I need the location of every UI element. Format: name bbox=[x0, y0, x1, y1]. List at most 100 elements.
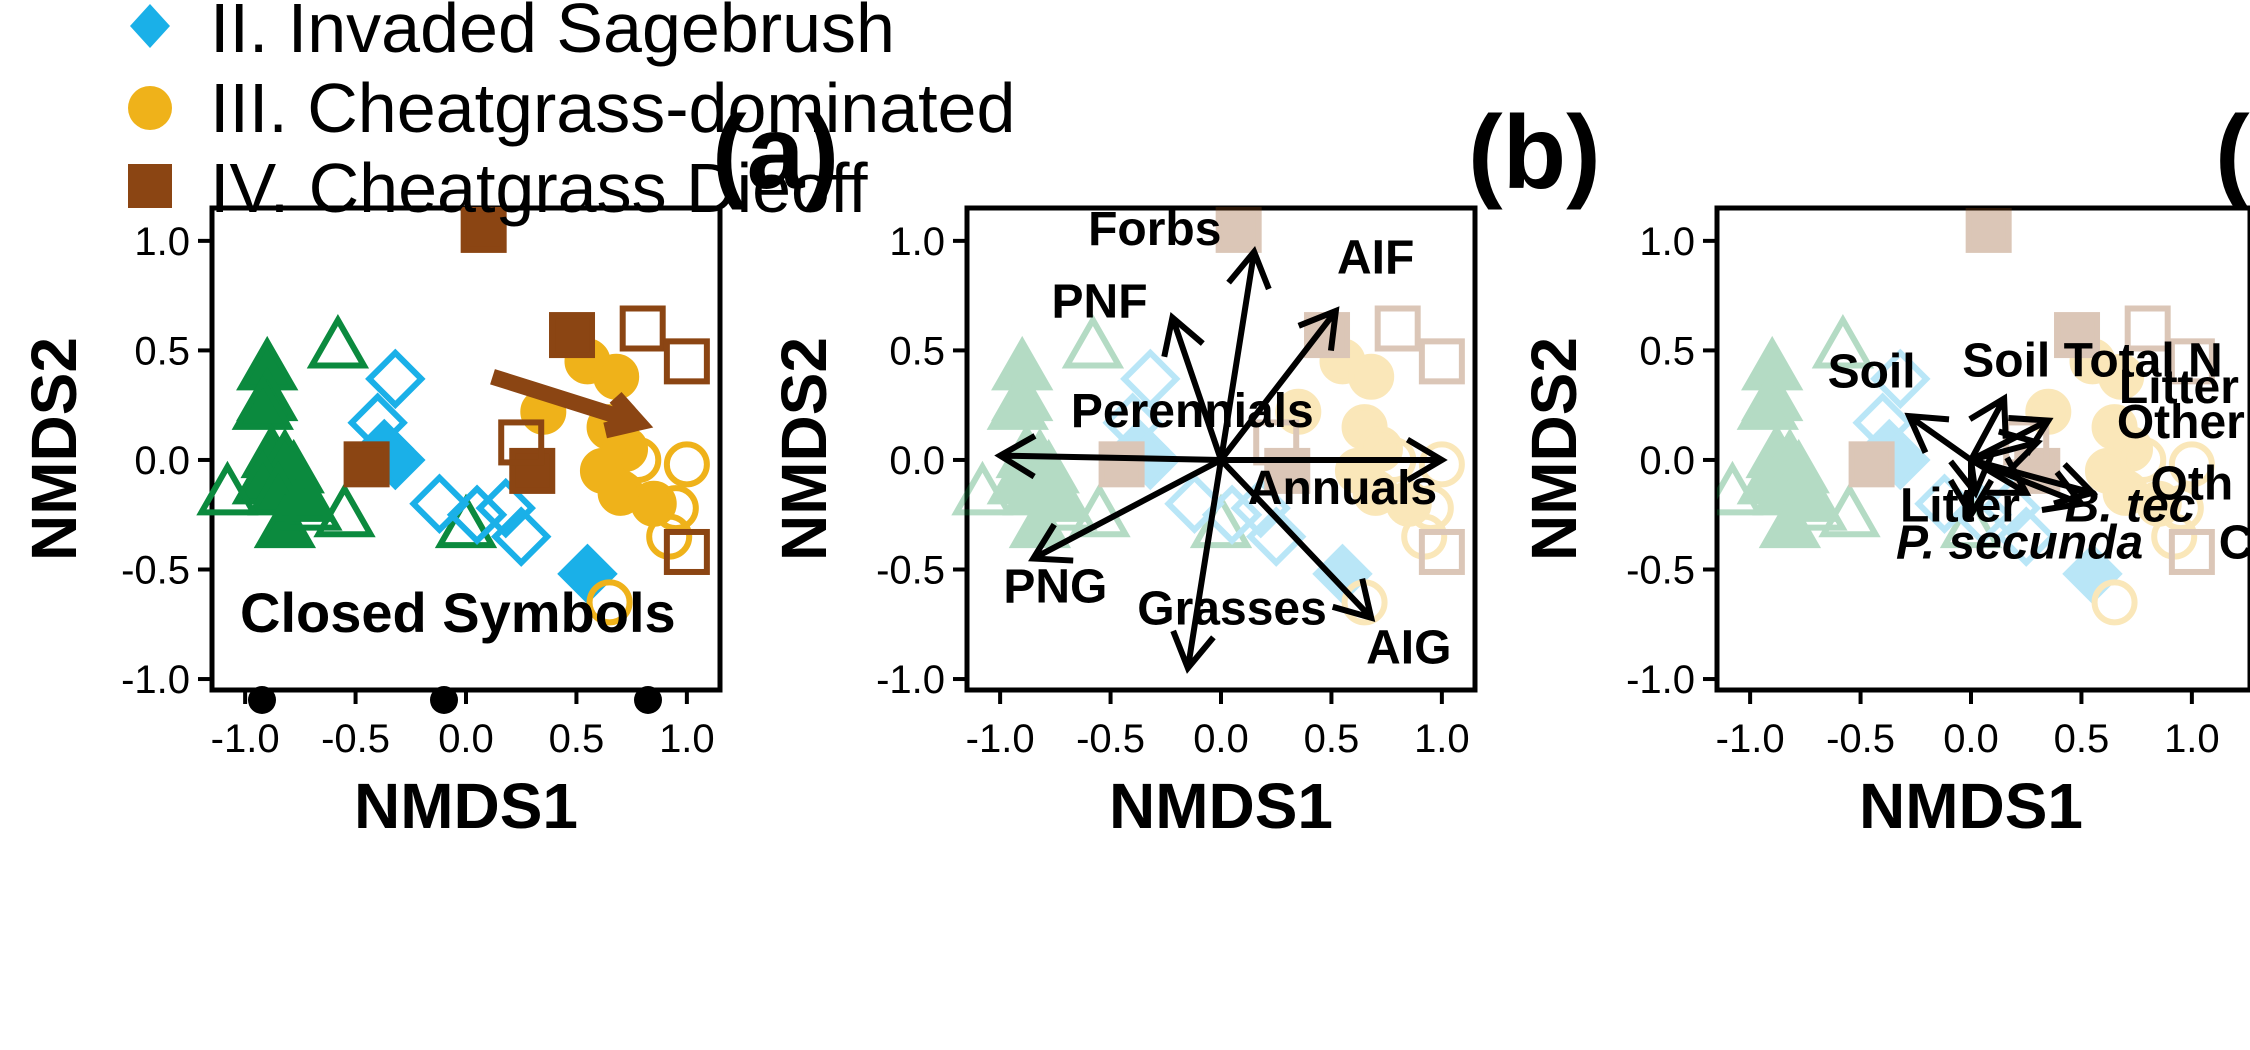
x-tick-label: -0.5 bbox=[321, 717, 390, 761]
data-point-blue bbox=[1230, 477, 1292, 539]
data-point-gold bbox=[1401, 513, 1448, 560]
x-axis-title-a: NMDS1 bbox=[354, 770, 578, 842]
x-tick-label: -0.5 bbox=[1076, 717, 1145, 761]
y-tick-label: 1.0 bbox=[134, 220, 190, 264]
ticks-b: -1.0 -1.0 -0.5 -0.5 0.0 0.0 0.5 0.5 1.0 1.0 bbox=[876, 220, 1470, 761]
y-tick-label: 1.0 bbox=[889, 220, 945, 264]
y-tick-label: -1.0 bbox=[1626, 658, 1695, 702]
vector-label: AIF bbox=[1337, 232, 1414, 285]
data-point-green bbox=[1741, 335, 1804, 391]
vector-label: P. secunda bbox=[1896, 517, 2143, 570]
vector-label: Grasses bbox=[1137, 582, 1327, 635]
data-point-gold bbox=[2157, 485, 2204, 532]
data-point-green bbox=[434, 493, 498, 549]
data-point-brown bbox=[2168, 338, 2215, 385]
x-tick-label: -1.0 bbox=[1716, 717, 1785, 761]
data-point-gold bbox=[1352, 469, 1399, 516]
y-axis-title-b: NMDS2 bbox=[768, 337, 840, 561]
diamond-icon bbox=[130, 4, 170, 48]
data-point-gold bbox=[2091, 579, 2138, 626]
x-axis-title-b: NMDS1 bbox=[1109, 770, 1333, 842]
closed-symbols-note: Closed Symbols bbox=[240, 581, 676, 644]
data-point-green bbox=[253, 493, 317, 549]
y-tick-label: -1.0 bbox=[876, 658, 945, 702]
data-point-gold bbox=[593, 353, 640, 400]
ticks-a: -1.0 -1.0 -0.5 -0.5 0.0 0.0 0.5 0.5 1.0 1.0 bbox=[121, 220, 715, 761]
data-point-blue bbox=[409, 473, 470, 535]
data-point-brown bbox=[619, 305, 666, 352]
data-point-gold bbox=[2107, 426, 2154, 472]
data-point-gold bbox=[2168, 441, 2215, 488]
legend-key-circle-partial bbox=[248, 686, 276, 714]
data-point-gold bbox=[1275, 388, 1322, 435]
legend-label: II. Invaded Sagebrush bbox=[210, 0, 895, 67]
data-point-brown bbox=[498, 419, 545, 466]
data-point-gold bbox=[2091, 404, 2138, 451]
data-point-blue bbox=[365, 348, 426, 410]
data-point-green bbox=[306, 313, 370, 369]
x-tick-label: 1.0 bbox=[659, 717, 715, 761]
data-point-green bbox=[1767, 438, 1830, 494]
data-point-green bbox=[1002, 460, 1065, 516]
vector-label: B. tec bbox=[2065, 479, 2196, 532]
x-tick-label: 0.0 bbox=[1943, 717, 1999, 761]
vector-label: C bbox=[2219, 517, 2250, 570]
data-point-gold bbox=[1348, 353, 1395, 400]
data-point-brown bbox=[2124, 305, 2171, 352]
y-tick-label: 0.5 bbox=[889, 329, 945, 373]
data-point-green bbox=[986, 449, 1049, 505]
vector-label: Litter bbox=[1900, 479, 2020, 532]
data-point-blue bbox=[1164, 473, 1225, 535]
legend-item-cheatgrass-dominated: III. Cheatgrass-dominated bbox=[128, 69, 1015, 147]
data-point-blue bbox=[1102, 392, 1163, 453]
vector-arrow bbox=[1170, 459, 1224, 674]
vector-arrow bbox=[1968, 393, 2009, 462]
data-point-gold bbox=[615, 436, 662, 483]
panel-a: -1.0 -1.0 -0.5 -0.5 0.0 0.0 0.5 0.5 1.0 1.0 NMDS1… bbox=[18, 95, 839, 842]
data-point-blue bbox=[1980, 477, 2042, 539]
plot-frame-c bbox=[1714, 205, 2250, 693]
data-point-blue bbox=[1245, 506, 1307, 567]
legend-item-invaded-sagebrush: II. Invaded Sagebrush bbox=[130, 0, 895, 67]
data-point-green bbox=[991, 335, 1054, 391]
trajectory-arrow bbox=[490, 369, 654, 439]
data-point-blue bbox=[490, 506, 552, 567]
x-tick-label: -1.0 bbox=[211, 717, 280, 761]
data-point-brown bbox=[1098, 441, 1145, 488]
data-point-brown bbox=[1215, 206, 1262, 253]
panel-a-annotations bbox=[490, 369, 654, 439]
y-tick-label: -0.5 bbox=[1626, 549, 1695, 593]
vector-label: Other bbox=[2117, 396, 2245, 449]
vector-label: PNF bbox=[1052, 276, 1148, 329]
legend-key-circle-partial bbox=[430, 686, 458, 714]
vector-arrow bbox=[1221, 437, 1448, 483]
vector-arrow bbox=[1161, 311, 1224, 461]
vector-arrow bbox=[1028, 457, 1223, 564]
data-point-green bbox=[986, 375, 1049, 430]
data-point-brown bbox=[1418, 528, 1465, 575]
data-point-brown bbox=[1374, 305, 1421, 352]
square-icon bbox=[128, 164, 172, 208]
y-tick-label: -0.5 bbox=[121, 549, 190, 593]
x-tick-label: 0.5 bbox=[2054, 717, 2110, 761]
vector-arrow bbox=[1970, 428, 2043, 474]
vector-arrow bbox=[1969, 457, 2087, 513]
vector-arrow bbox=[1218, 306, 1340, 462]
panel-letter-b: (b) bbox=[1468, 95, 1601, 211]
data-point-brown bbox=[2054, 312, 2101, 359]
y-tick-label: 0.0 bbox=[1639, 439, 1695, 483]
vector-label: Annuals bbox=[1248, 462, 1437, 515]
x-tick-label: 0.5 bbox=[549, 717, 605, 761]
vector-arrow bbox=[994, 433, 1222, 480]
data-point-gold bbox=[1385, 480, 1432, 527]
data-point-green bbox=[1017, 438, 1080, 494]
scatter-points-a bbox=[196, 206, 710, 626]
data-point-blue bbox=[1870, 429, 1931, 491]
circle-icon bbox=[128, 86, 172, 130]
vector-label: Perennials bbox=[1071, 385, 1314, 438]
data-point-green bbox=[1758, 493, 1822, 549]
data-point-green bbox=[280, 476, 343, 531]
data-point-brown bbox=[460, 206, 507, 253]
data-point-green bbox=[231, 375, 294, 430]
data-point-gold bbox=[1407, 485, 1454, 532]
